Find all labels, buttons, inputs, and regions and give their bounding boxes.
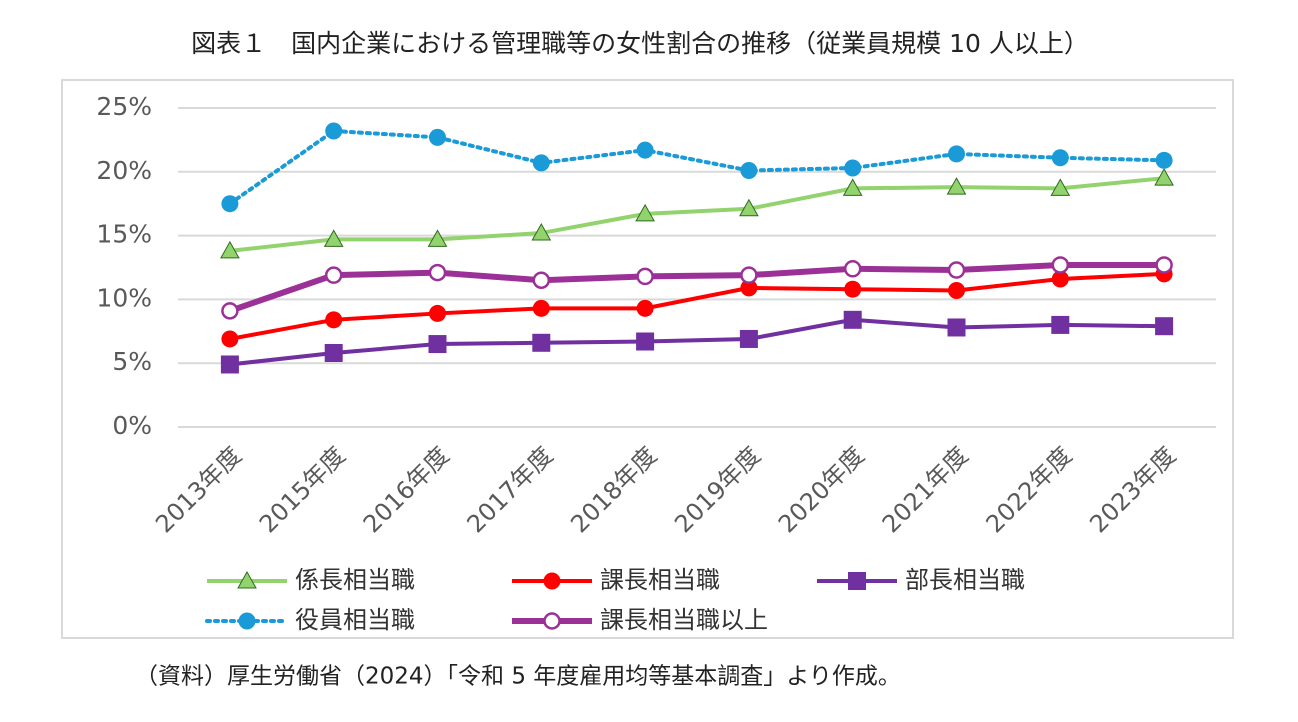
data-point xyxy=(221,302,239,320)
data-point xyxy=(532,299,550,317)
data-point xyxy=(324,266,343,284)
data-point xyxy=(1051,256,1070,274)
data-point xyxy=(636,141,654,159)
data-point xyxy=(1155,317,1174,336)
data-point xyxy=(221,330,239,348)
legend-marker xyxy=(238,612,256,630)
data-point xyxy=(948,281,965,299)
data-point xyxy=(636,299,654,317)
x-tick-label: 2021年度 xyxy=(877,441,974,538)
data-point xyxy=(1155,256,1173,274)
x-tick-label: 2015年度 xyxy=(254,441,351,538)
legend-label: 役員相当職 xyxy=(295,606,415,634)
y-tick-label: 25% xyxy=(96,92,152,121)
legend-label: 課長相当職以上 xyxy=(600,606,768,634)
series-line xyxy=(228,261,1165,314)
data-point xyxy=(220,240,240,259)
y-tick-label: 20% xyxy=(96,156,152,185)
data-point xyxy=(739,198,759,217)
data-point xyxy=(948,145,965,163)
legend-marker xyxy=(543,572,561,590)
x-tick-label: 2017年度 xyxy=(462,441,559,538)
data-point xyxy=(740,279,758,297)
y-tick-label: 15% xyxy=(96,220,152,249)
legend-marker xyxy=(543,612,561,630)
data-point xyxy=(429,304,446,322)
data-point xyxy=(844,159,862,177)
data-point xyxy=(1050,178,1071,196)
source-note: （資料）厚生労働省（2024）「令和 5 年度雇用均等基本調査」より作成。 xyxy=(135,664,901,690)
x-tick-label: 2016年度 xyxy=(358,441,455,538)
data-point xyxy=(532,333,551,352)
series-line xyxy=(229,271,1165,341)
data-point xyxy=(1155,151,1173,169)
y-tick-label: 10% xyxy=(96,283,152,312)
legend-marker xyxy=(237,570,257,589)
y-tick-label: 0% xyxy=(112,411,152,440)
data-point xyxy=(1051,315,1070,334)
data-point xyxy=(636,332,655,351)
x-tick-label: 2018年度 xyxy=(565,441,662,538)
series-line xyxy=(227,128,1167,206)
x-tick-label: 2020年度 xyxy=(773,441,870,538)
data-point xyxy=(325,311,343,329)
data-point xyxy=(844,280,862,298)
data-point xyxy=(1154,168,1174,186)
data-point xyxy=(427,229,448,247)
data-point xyxy=(946,177,967,195)
x-tick-label: 2019年度 xyxy=(669,441,766,538)
data-point xyxy=(531,223,552,241)
data-point xyxy=(1051,149,1069,167)
series-line xyxy=(229,317,1165,367)
data-point xyxy=(740,266,758,284)
data-point xyxy=(843,310,862,329)
data-point xyxy=(947,261,966,279)
y-tick-label: 5% xyxy=(112,347,152,376)
legend-marker xyxy=(848,572,866,590)
data-point xyxy=(323,229,344,247)
data-point xyxy=(324,343,343,362)
data-point xyxy=(325,122,343,140)
data-point xyxy=(740,162,758,180)
data-point xyxy=(428,335,447,354)
data-point xyxy=(429,128,446,146)
data-point xyxy=(532,154,550,172)
x-tick-label: 2022年度 xyxy=(981,441,1078,538)
data-point xyxy=(635,203,655,222)
data-point xyxy=(947,318,966,337)
data-point xyxy=(636,267,654,286)
legend-label: 部長相当職 xyxy=(905,566,1025,594)
data-point xyxy=(221,195,239,213)
chart-title: 図表１ 国内企業における管理職等の女性割合の推移（従業員規模 10 人以上） xyxy=(191,29,1089,58)
legend-label: 係長相当職 xyxy=(295,566,415,594)
data-point xyxy=(739,329,758,348)
x-tick-label: 2013年度 xyxy=(150,441,247,538)
chart-frame xyxy=(61,79,1234,639)
data-point xyxy=(1051,270,1069,288)
legend-label: 課長相当職 xyxy=(600,566,720,594)
data-point xyxy=(843,260,862,278)
x-tick-label: 2023年度 xyxy=(1084,441,1181,538)
data-point xyxy=(532,271,551,290)
data-point xyxy=(220,355,239,374)
data-point xyxy=(842,178,863,196)
series-line xyxy=(229,176,1165,253)
data-point xyxy=(428,263,447,282)
